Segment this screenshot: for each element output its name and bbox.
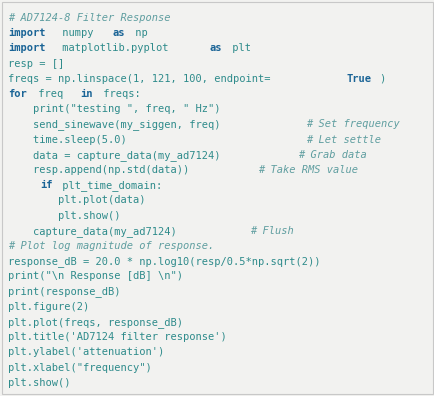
Text: capture_data(my_ad7124): capture_data(my_ad7124) xyxy=(8,226,195,237)
Text: plt.plot(freqs, response_dB): plt.plot(freqs, response_dB) xyxy=(8,317,183,328)
Text: np: np xyxy=(128,28,148,38)
Text: plt.show(): plt.show() xyxy=(8,378,70,388)
Text: if: if xyxy=(40,180,53,190)
Text: print(response_dB): print(response_dB) xyxy=(8,287,120,297)
Text: plt.show(): plt.show() xyxy=(8,211,120,221)
Text: # AD7124-8 Filter Response: # AD7124-8 Filter Response xyxy=(8,13,170,23)
Text: send_sinewave(my_siggen, freq): send_sinewave(my_siggen, freq) xyxy=(8,119,239,130)
Text: resp = []: resp = [] xyxy=(8,59,64,69)
Text: as: as xyxy=(209,43,222,53)
Text: print("testing ", freq, " Hz"): print("testing ", freq, " Hz") xyxy=(8,104,220,114)
Text: plt.xlabel("frequency"): plt.xlabel("frequency") xyxy=(8,362,151,373)
Text: # Grab data: # Grab data xyxy=(298,150,366,160)
Text: time.sleep(5.0): time.sleep(5.0) xyxy=(8,135,239,145)
Text: import: import xyxy=(8,43,46,53)
Text: plt.plot(data): plt.plot(data) xyxy=(8,195,145,205)
Text: True: True xyxy=(346,74,371,84)
Text: plt.ylabel('attenuation'): plt.ylabel('attenuation') xyxy=(8,347,164,357)
Text: as: as xyxy=(112,28,125,38)
Text: # Set frequency: # Set frequency xyxy=(306,119,399,129)
Text: matplotlib.pyplot: matplotlib.pyplot xyxy=(56,43,175,53)
Text: plt.figure(2): plt.figure(2) xyxy=(8,302,89,312)
Text: print("\n Response [dB] \n"): print("\n Response [dB] \n") xyxy=(8,271,183,281)
Text: freqs = np.linspace(1, 121, 100, endpoint=: freqs = np.linspace(1, 121, 100, endpoin… xyxy=(8,74,270,84)
Text: freqs:: freqs: xyxy=(96,89,140,99)
Text: resp.append(np.std(data)): resp.append(np.std(data)) xyxy=(8,165,201,175)
Text: plt_time_domain:: plt_time_domain: xyxy=(56,180,162,191)
Text: response_dB = 20.0 * np.log10(resp/0.5*np.sqrt(2)): response_dB = 20.0 * np.log10(resp/0.5*n… xyxy=(8,256,320,267)
Text: # Flush: # Flush xyxy=(250,226,293,236)
Text: data = capture_data(my_ad7124): data = capture_data(my_ad7124) xyxy=(8,150,233,161)
Text: ): ) xyxy=(378,74,385,84)
Text: plt: plt xyxy=(225,43,250,53)
Text: for: for xyxy=(8,89,26,99)
Text: # Take RMS value: # Take RMS value xyxy=(257,165,357,175)
Text: in: in xyxy=(80,89,93,99)
Text: numpy: numpy xyxy=(56,28,100,38)
Text: freq: freq xyxy=(32,89,69,99)
Text: # Plot log magnitude of response.: # Plot log magnitude of response. xyxy=(8,241,214,251)
Text: # Let settle: # Let settle xyxy=(306,135,381,145)
Text: import: import xyxy=(8,28,46,38)
Text: plt.title('AD7124 filter response'): plt.title('AD7124 filter response') xyxy=(8,332,226,342)
